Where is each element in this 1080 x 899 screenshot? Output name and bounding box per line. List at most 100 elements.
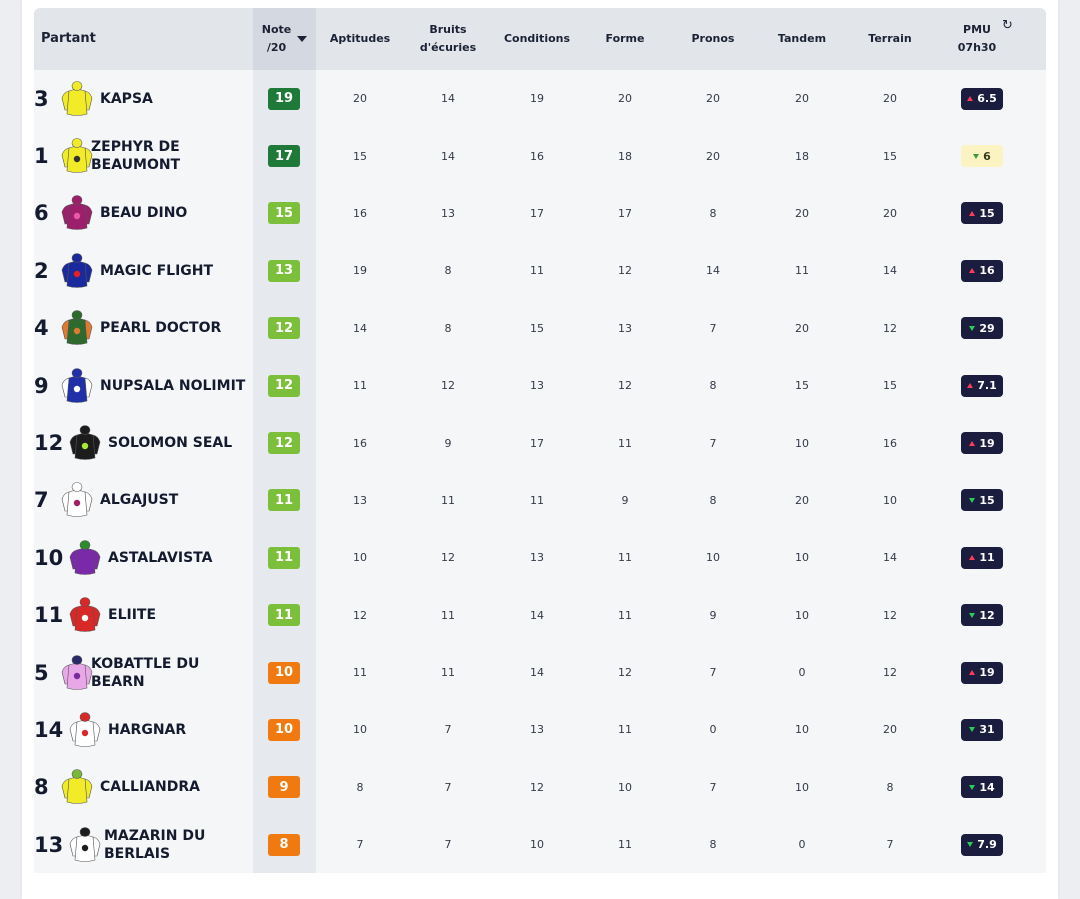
score-pronos: 7 [709,436,717,450]
score-conditions: 19 [530,92,544,106]
pmu-odds-badge[interactable]: 11 [961,546,1003,569]
runner-name[interactable]: CALLIANDRA [100,779,200,796]
pmu-odds-badge[interactable]: 29 [961,317,1003,340]
table-row[interactable]: 13 MAZARIN DU BERLAIS 8 7 7 10 11 8 0 7 7.9 [34,816,1046,873]
table-header: Partant Note/20 Aptitudes Bruits d'écurie… [34,8,1046,70]
table-row[interactable]: 3 KAPSA 19 20 14 19 20 20 20 20 6.5 [34,70,1046,127]
score-conditions: 11 [530,493,544,507]
pmu-odds-badge[interactable]: 15 [961,202,1003,225]
score-bruits: 8 [444,321,452,335]
trend-down-icon [973,153,980,159]
table-row[interactable]: 7 ALGAJUST 11 13 11 11 9 8 20 10 15 [34,472,1046,529]
score-forme: 12 [618,264,632,278]
table-row[interactable]: 12 SOLOMON SEAL 12 16 9 17 11 7 10 16 19 [34,414,1046,471]
col-header-terrain[interactable]: Terrain [868,32,912,45]
runner-name[interactable]: BEAU DINO [100,205,188,222]
score-aptitudes: 12 [353,608,367,622]
jockey-silk-icon [69,712,101,747]
col-header-pmu[interactable]: PMU 07h30 [957,23,997,54]
score-terrain: 14 [883,551,897,565]
pmu-odds-badge[interactable]: 7.1 [961,374,1003,397]
score-forme: 11 [618,551,632,565]
trend-down-icon [967,842,974,848]
pmu-odds-badge[interactable]: 19 [961,432,1003,455]
score-pronos: 8 [709,493,717,507]
table-row[interactable]: 11 ELIITE 11 12 11 14 11 9 10 12 12 [34,587,1046,644]
runner-name[interactable]: HARGNAR [108,721,187,738]
table-row[interactable]: 9 NUPSALA NOLIMIT 12 11 12 13 12 8 15 15 7.1 [34,357,1046,414]
trend-up-icon [969,440,976,446]
trend-down-icon [969,497,976,503]
pmu-odds-badge[interactable]: 14 [961,776,1003,799]
table-row[interactable]: 8 CALLIANDRA 9 8 7 12 10 7 10 8 14 [34,759,1046,816]
col-header-bruits[interactable]: Bruits d'écuries [419,23,477,54]
runner-name[interactable]: PEARL DOCTOR [100,320,222,337]
runner-name[interactable]: ZEPHYR DE BEAUMONT [91,139,181,174]
score-bruits: 11 [441,608,455,622]
runner-number: 14 [34,717,64,742]
table-row[interactable]: 5 KOBATTLE DU BEARN 10 11 11 14 12 7 0 12 19 [34,644,1046,701]
runner-name[interactable]: KOBATTLE DU BEARN [91,655,200,690]
table-row[interactable]: 6 BEAU DINO 15 16 13 17 17 8 20 20 15 [34,185,1046,242]
runner-name[interactable]: KAPSA [100,90,153,107]
score-conditions: 14 [530,608,544,622]
score-terrain: 12 [883,321,897,335]
trend-up-icon [969,210,976,216]
table-row[interactable]: 14 HARGNAR 10 10 7 13 11 0 10 20 31 [34,701,1046,758]
score-terrain: 14 [883,264,897,278]
table-row[interactable]: 10 ASTALAVISTA 11 10 12 13 11 10 10 14 11 [34,529,1046,586]
col-header-tandem[interactable]: Tandem [777,32,827,45]
pmu-odds-badge[interactable]: 31 [961,718,1003,741]
col-header-forme[interactable]: Forme [605,32,645,45]
table-row[interactable]: 4 PEARL DOCTOR 12 14 8 15 13 7 20 12 29 [34,300,1046,357]
score-tandem: 10 [795,608,809,622]
runner-name[interactable]: ALGAJUST [100,492,179,509]
score-pronos: 20 [706,149,720,163]
score-terrain: 16 [883,436,897,450]
pmu-odds-badge[interactable]: 6 [961,145,1003,168]
col-header-partant[interactable]: Partant [41,31,96,46]
pmu-odds-badge[interactable]: 6.5 [961,87,1003,110]
note-badge: 12 [268,432,300,455]
pmu-odds-badge[interactable]: 7.9 [961,833,1003,856]
score-aptitudes: 8 [356,780,364,794]
col-header-conditions[interactable]: Conditions [503,32,571,45]
runner-number: 3 [34,86,49,111]
score-terrain: 20 [883,206,897,220]
col-header-pronos[interactable]: Pronos [691,32,735,45]
score-bruits: 12 [441,379,455,393]
note-badge: 8 [268,833,300,856]
pmu-odds-badge[interactable]: 12 [961,604,1003,627]
score-conditions: 13 [530,551,544,565]
runner-name[interactable]: ASTALAVISTA [108,549,213,566]
sort-desc-icon[interactable] [297,36,308,42]
col-header-aptitudes[interactable]: Aptitudes [329,32,391,45]
jockey-silk-icon [69,826,101,862]
runner-name[interactable]: ELIITE [108,607,157,624]
runner-name[interactable]: SOLOMON SEAL [108,435,233,452]
runner-name[interactable]: MAGIC FLIGHT [100,262,214,279]
score-terrain: 10 [883,493,897,507]
score-tandem: 20 [795,206,809,220]
runner-name[interactable]: NUPSALA NOLIMIT [100,377,246,394]
score-terrain: 12 [883,666,897,680]
table-row[interactable]: 1 ZEPHYR DE BEAUMONT 17 15 14 16 18 20 18 15 6 [34,127,1046,184]
score-conditions: 11 [530,264,544,278]
refresh-icon[interactable]: ↻ [1002,18,1013,33]
pmu-odds-badge[interactable]: 19 [961,661,1003,684]
runner-number: 1 [34,144,49,169]
pmu-odds-badge[interactable]: 15 [961,489,1003,512]
col-header-note[interactable]: Note/20 [253,8,316,70]
pmu-odds-badge[interactable]: 16 [961,259,1003,282]
score-tandem: 20 [795,92,809,106]
note-badge: 12 [268,317,300,340]
score-pronos: 10 [706,551,720,565]
score-tandem: 10 [795,551,809,565]
table-row[interactable]: 2 MAGIC FLIGHT 13 19 8 11 12 14 11 14 16 [34,242,1046,299]
trend-up-icon [969,555,976,561]
score-conditions: 17 [530,436,544,450]
score-aptitudes: 16 [353,436,367,450]
runner-name[interactable]: MAZARIN DU BERLAIS [104,827,206,862]
trend-down-icon [969,325,976,331]
trend-up-icon [969,268,976,274]
